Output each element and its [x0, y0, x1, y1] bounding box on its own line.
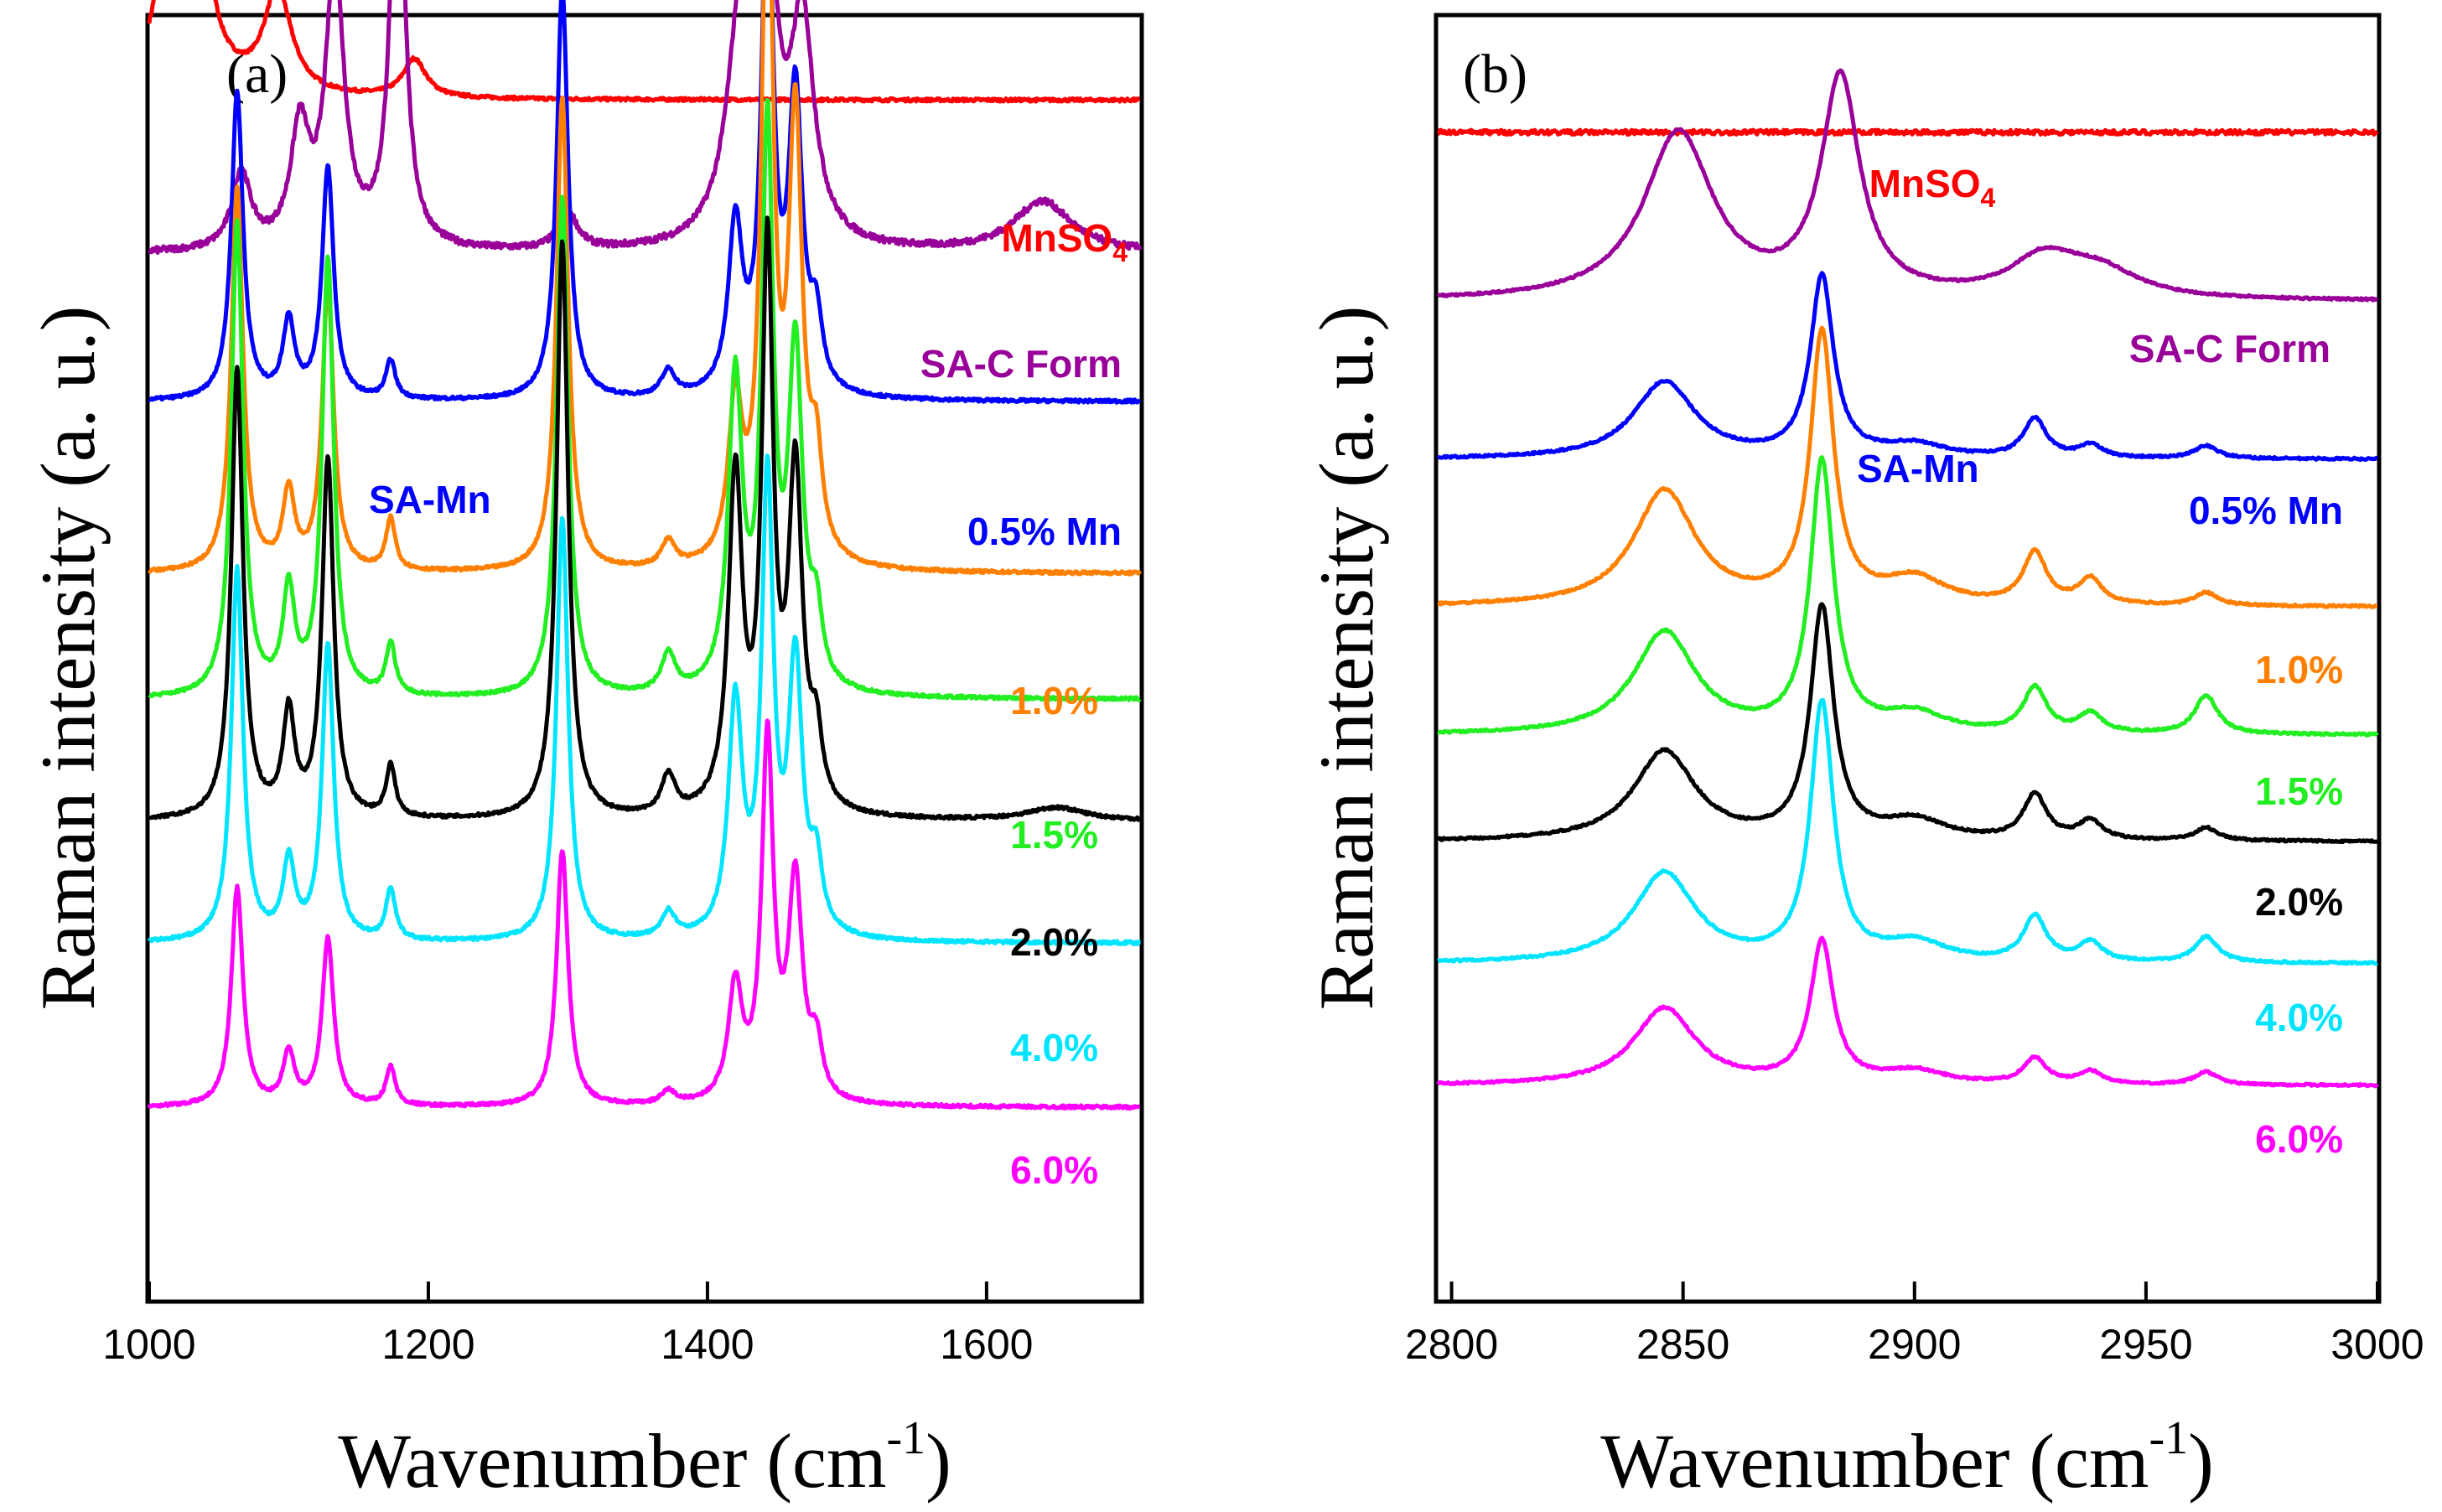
- a-series-label-5: 2.0%: [1010, 920, 1098, 964]
- b-series-line-0: [1436, 127, 2379, 137]
- panel-a-series-lines: [147, 0, 1143, 1111]
- panel-b: (b) 2800 2850 2900 2950 3000 MnSO4 SA-C Form 0…: [1304, 13, 2424, 1504]
- panel-a-x-tick-labels: 1000 1200 1400 1600: [102, 1321, 1033, 1368]
- a-series-label-1: SA-C Form: [920, 342, 1122, 386]
- b-series-line-3: [1436, 325, 2379, 609]
- a-series-label-2: 0.5% Mn: [967, 510, 1122, 553]
- panel-a-y-axis-title: Raman intensity (a. u.): [25, 306, 111, 1011]
- a-series-label-7: 6.0%: [1010, 1148, 1098, 1192]
- b-series-label-5: 2.0%: [2255, 880, 2343, 924]
- a-series-line-4: [148, 97, 1142, 702]
- a-series-line-5: [148, 215, 1142, 822]
- panel-a-x-axis-title: Wavenumber (cm-1): [338, 1412, 951, 1504]
- x-tick-label-2850: 2850: [1636, 1321, 1729, 1368]
- b-series-label-7: 6.0%: [2255, 1117, 2343, 1161]
- panel-b-frame: [1434, 13, 2382, 1304]
- b-series-label-1: SA-C Form: [2129, 327, 2331, 370]
- b-series-line-1: [1436, 68, 2379, 303]
- panel-a-x-ticks: [148, 1282, 988, 1300]
- panel-b-x-tick-labels: 2800 2850 2900 2950 3000: [1405, 1321, 2424, 1368]
- b-series-label-2: 0.5% Mn: [2189, 489, 2343, 532]
- panel-a-annotation: SA-Mn: [369, 478, 491, 521]
- b-series-label-0: MnSO4: [1869, 162, 1996, 213]
- panel-a-frame: [145, 13, 1144, 1304]
- a-series-label-3: 1.0%: [1010, 679, 1098, 722]
- panel-b-series-labels: MnSO4 SA-C Form 0.5% Mn 1.0% 1.5% 2.0% 4.0% 6.0…: [1869, 162, 2343, 1161]
- b-series-label-3: 1.0%: [2255, 648, 2343, 691]
- b-series-line-6: [1436, 697, 2379, 966]
- a-series-line-6: [147, 453, 1142, 946]
- panel-b-series-lines: [1435, 68, 2379, 1089]
- a-series-line-2: [148, 0, 1142, 405]
- x-tick-label-2900: 2900: [1868, 1321, 1961, 1368]
- b-series-line-5: [1435, 602, 2379, 845]
- a-series-line-0: [147, 0, 1142, 104]
- panel-b-tag: (b): [1463, 44, 1527, 105]
- b-series-label-6: 4.0%: [2255, 996, 2343, 1039]
- x-tick-label-3000: 3000: [2331, 1321, 2424, 1368]
- a-series-line-3: [147, 0, 1142, 577]
- panel-b-annotation: SA-Mn: [1857, 447, 1979, 490]
- panel-b-x-axis-title: Wavenumber (cm-1): [1600, 1412, 2214, 1504]
- b-series-line-7: [1436, 935, 2379, 1089]
- panel-b-y-axis-title: Raman intensity (a. u.): [1304, 306, 1389, 1011]
- x-tick-label-1400: 1400: [661, 1321, 754, 1368]
- x-tick-label-2800: 2800: [1405, 1321, 1498, 1368]
- x-tick-label-2950: 2950: [2099, 1321, 2192, 1368]
- b-series-line-2: [1436, 271, 2379, 463]
- a-series-label-6: 4.0%: [1010, 1026, 1098, 1069]
- panel-a-series-labels: MnSO4 SA-C Form 0.5% Mn 1.0% 1.5% 2.0% 4.0% 6.0…: [920, 216, 1128, 1192]
- x-tick-label-1000: 1000: [102, 1321, 195, 1368]
- b-series-label-4: 1.5%: [2255, 769, 2343, 813]
- x-tick-label-1200: 1200: [381, 1321, 474, 1368]
- a-series-label-0: MnSO4: [1001, 216, 1128, 267]
- panel-b-x-ticks: [1449, 1282, 2379, 1300]
- a-series-line-1: [148, 0, 1143, 255]
- x-tick-label-1600: 1600: [940, 1321, 1033, 1368]
- b-series-line-4: [1436, 455, 2379, 738]
- a-series-line-7: [147, 718, 1142, 1111]
- a-series-label-4: 1.5%: [1010, 813, 1098, 857]
